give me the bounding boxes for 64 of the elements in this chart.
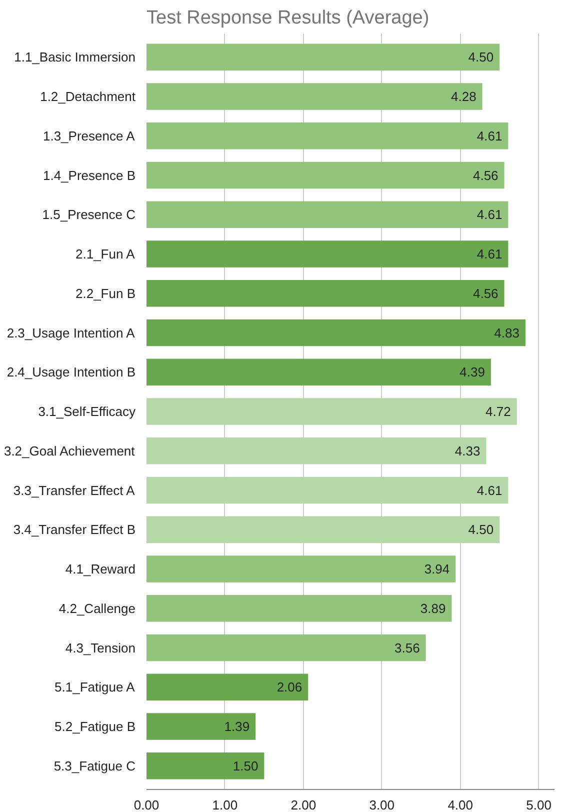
y-tick-label: 1.5_Presence C (42, 207, 136, 222)
bar (146, 398, 517, 425)
data-label: 4.61 (476, 128, 502, 144)
data-label: 3.56 (394, 640, 420, 656)
bar (146, 516, 500, 544)
y-tick-label: 5.1_Fatigue A (54, 680, 136, 695)
data-label: 4.56 (472, 168, 498, 183)
y-tick-label: 1.4_Presence B (42, 168, 136, 183)
y-tick-label: 3.1_Self-Efficacy (38, 404, 136, 419)
bar (146, 752, 264, 780)
y-tick-label: 5.2_Fatigue B (54, 719, 136, 734)
x-tick-label: 1.00 (212, 798, 238, 812)
bar (146, 556, 456, 582)
data-label: 3.89 (420, 600, 446, 616)
data-label: 4.83 (494, 325, 520, 340)
chart-title: Test Response Results (Average) (146, 8, 430, 28)
y-tick-label: 1.1_Basic Immersion (14, 50, 136, 65)
y-tick-label: 3.4_Transfer Effect B (13, 522, 136, 538)
data-label: 4.50 (468, 522, 494, 538)
bar (146, 319, 526, 346)
y-tick-label: 1.2_Detachment (40, 89, 136, 104)
y-tick-label: 1.3_Presence A (42, 128, 136, 144)
bar (146, 83, 482, 110)
data-label: 3.94 (424, 562, 450, 576)
y-tick-label: 4.3_Tension (65, 640, 136, 656)
data-label: 4.28 (451, 89, 476, 104)
y-tick-label: 3.2_Goal Achievement (4, 443, 136, 458)
y-tick-label: 2.1_Fun A (76, 246, 136, 262)
bar (146, 162, 504, 189)
y-tick-label: 2.4_Usage Intention B (6, 364, 136, 380)
bar (146, 594, 452, 622)
data-label: 4.33 (454, 443, 480, 458)
x-tick-label: 3.00 (369, 798, 395, 812)
bar (146, 358, 491, 386)
data-label: 4.72 (486, 404, 511, 419)
x-tick-label: 5.00 (526, 798, 552, 812)
y-tick-label: 4.2_Callenge (58, 600, 136, 616)
data-label: 4.56 (472, 286, 498, 301)
x-tick-label: 0.00 (134, 798, 160, 812)
y-tick-label: 2.3_Usage Intention A (6, 325, 136, 340)
bar (146, 437, 486, 464)
x-tick-label: 2.00 (290, 798, 316, 812)
bar (146, 201, 508, 228)
bar (146, 240, 508, 268)
y-tick-label: 2.2_Fun B (76, 286, 136, 301)
data-label: 2.06 (276, 680, 302, 695)
y-tick-label: 4.1_Reward (65, 562, 136, 576)
bar (146, 674, 308, 701)
data-label: 4.61 (476, 482, 502, 498)
bar (146, 122, 508, 150)
data-label: 1.39 (224, 719, 250, 734)
data-label: 4.61 (476, 207, 502, 222)
data-label: 4.61 (476, 246, 502, 262)
y-tick-label: 5.3_Fatigue C (54, 758, 136, 774)
x-tick-label: 4.00 (448, 798, 474, 812)
bar (146, 634, 426, 662)
bar (146, 713, 256, 740)
data-label: 4.50 (468, 50, 494, 65)
bar (146, 44, 500, 71)
data-label: 1.50 (232, 758, 258, 774)
bar (146, 280, 504, 307)
bar (146, 476, 508, 504)
data-label: 4.39 (460, 364, 485, 380)
y-tick-label: 3.3_Transfer Effect A (13, 482, 136, 498)
